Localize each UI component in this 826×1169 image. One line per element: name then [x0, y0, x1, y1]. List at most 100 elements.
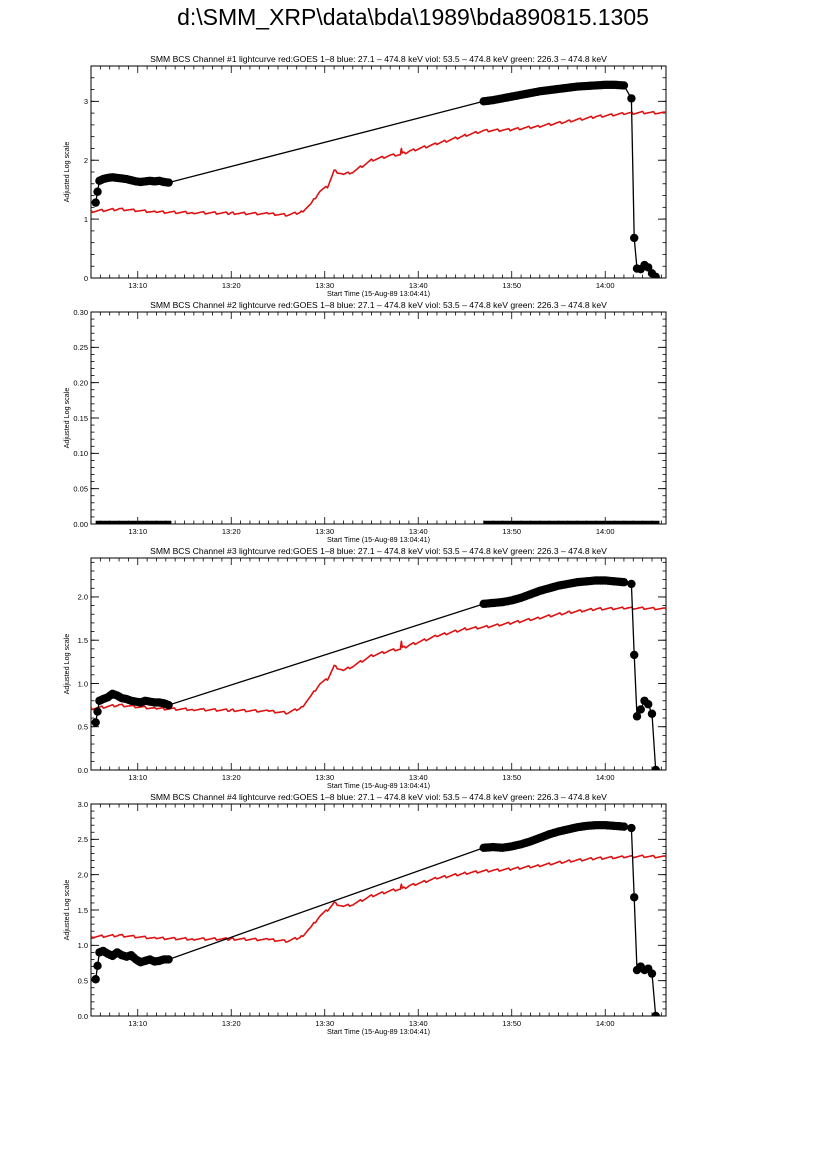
y-tick-label: 0.05 — [73, 484, 88, 493]
data-point — [162, 700, 171, 709]
data-point — [162, 955, 171, 964]
series-bcs-channel-4 — [91, 821, 660, 1016]
x-tick-label: 13:20 — [222, 773, 241, 782]
x-tick-label: 13:30 — [315, 773, 334, 782]
x-tick-label: 13:30 — [315, 281, 334, 290]
x-tick-label: 13:10 — [128, 773, 147, 782]
plot-area — [91, 576, 666, 770]
x-tick-label: 13:40 — [409, 773, 428, 782]
x-tick-label: 13:10 — [128, 281, 147, 290]
y-tick-label: 1.0 — [78, 941, 88, 950]
series-line — [95, 824, 657, 1016]
y-tick-label: 1.5 — [78, 636, 88, 645]
x-tick-label: 14:00 — [596, 527, 615, 536]
data-point — [617, 822, 626, 831]
data-point — [627, 823, 636, 833]
series-line — [91, 854, 666, 943]
x-tick-label: 13:40 — [409, 281, 428, 290]
y-tick-label: 0.10 — [73, 449, 88, 458]
series-line — [95, 84, 657, 278]
y-axis-label: Adjusted Log scale — [62, 880, 71, 941]
y-tick-label: 1 — [84, 215, 88, 224]
data-point — [651, 272, 660, 278]
y-tick-label: 1.5 — [78, 906, 88, 915]
chart-title: SMM BCS Channel #2 lightcurve red:GOES 1… — [150, 300, 607, 310]
x-axis-label: Start Time (15-Aug-89 13:04:41) — [327, 781, 430, 790]
data-point — [647, 969, 657, 978]
data-point — [93, 707, 102, 716]
y-axis-label: Adjusted Log scale — [62, 634, 71, 695]
y-tick-label: 0.00 — [73, 520, 88, 529]
x-tick-label: 14:00 — [596, 1019, 615, 1028]
data-point — [647, 709, 657, 718]
y-tick-label: 0.25 — [73, 343, 88, 352]
y-tick-label: 2 — [84, 156, 88, 165]
series-line — [95, 579, 657, 770]
data-point — [617, 577, 626, 587]
series-bcs-channel-1 — [91, 80, 660, 278]
x-tick-label: 13:30 — [315, 1019, 334, 1028]
data-point — [162, 178, 171, 187]
x-tick-label: 13:20 — [222, 527, 241, 536]
y-tick-label: 0.15 — [73, 414, 88, 423]
y-tick-label: 0 — [84, 274, 88, 283]
data-point — [651, 1011, 660, 1016]
data-point — [644, 700, 653, 709]
x-tick-label: 13:20 — [222, 281, 241, 290]
x-tick-label: 13:10 — [128, 1019, 147, 1028]
data-point — [93, 961, 102, 971]
data-point — [630, 233, 639, 243]
chart-panel-4: SMM BCS Channel #4 lightcurve red:GOES 1… — [62, 792, 667, 1036]
x-tick-label: 14:00 — [596, 773, 615, 782]
plot-frame — [90, 557, 667, 771]
y-axis-label: Adjusted Log scale — [62, 142, 71, 203]
plot-frame — [90, 311, 667, 525]
data-point — [636, 705, 645, 714]
data-point — [630, 893, 639, 902]
x-tick-label: 13:30 — [315, 527, 334, 536]
data-point — [617, 81, 626, 90]
y-tick-label: 3.0 — [78, 800, 88, 809]
y-tick-label: 2.5 — [78, 835, 88, 844]
data-point — [91, 718, 100, 727]
chart-title: SMM BCS Channel #1 lightcurve red:GOES 1… — [150, 54, 607, 64]
chart-panel-1: SMM BCS Channel #1 lightcurve red:GOES 1… — [62, 54, 667, 298]
y-tick-label: 2.0 — [78, 593, 88, 602]
x-tick-label: 13:50 — [502, 773, 521, 782]
data-point — [627, 94, 636, 103]
y-tick-label: 1.0 — [78, 679, 88, 688]
page-title: d:\SMM_XRP\data\bda\1989\bda890815.1305 — [177, 4, 649, 30]
x-tick-label: 13:50 — [502, 1019, 521, 1028]
data-point — [627, 579, 636, 589]
y-tick-label: 0.0 — [78, 766, 88, 775]
plot-area — [91, 80, 666, 278]
x-tick-label: 13:40 — [409, 1019, 428, 1028]
data-point — [91, 975, 100, 984]
series-line — [91, 110, 666, 217]
data-point — [632, 712, 642, 721]
series-goes-1-8 — [91, 110, 666, 217]
x-tick-label: 13:20 — [222, 1019, 241, 1028]
series-goes-1-8 — [91, 854, 666, 943]
data-point — [630, 650, 639, 660]
y-tick-label: 0.5 — [78, 723, 88, 732]
y-tick-label: 0.20 — [73, 378, 88, 387]
chart-title: SMM BCS Channel #4 lightcurve red:GOES 1… — [150, 792, 607, 802]
data-point — [93, 187, 102, 196]
x-tick-label: 13:50 — [502, 281, 521, 290]
y-tick-label: 2.0 — [78, 870, 88, 879]
chart-title: SMM BCS Channel #3 lightcurve red:GOES 1… — [150, 546, 607, 556]
x-axis-label: Start Time (15-Aug-89 13:04:41) — [327, 535, 430, 544]
chart-panel-2: SMM BCS Channel #2 lightcurve red:GOES 1… — [62, 300, 667, 544]
x-tick-label: 13:10 — [128, 527, 147, 536]
series-bcs-channel-3 — [91, 576, 660, 770]
plot-area — [91, 821, 666, 1016]
series-line — [91, 606, 666, 715]
x-tick-label: 13:50 — [502, 527, 521, 536]
data-point — [651, 765, 660, 770]
x-tick-label: 13:40 — [409, 527, 428, 536]
y-tick-label: 3 — [84, 97, 88, 106]
x-axis-label: Start Time (15-Aug-89 13:04:41) — [327, 1027, 430, 1036]
y-axis-label: Adjusted Log scale — [62, 388, 71, 449]
